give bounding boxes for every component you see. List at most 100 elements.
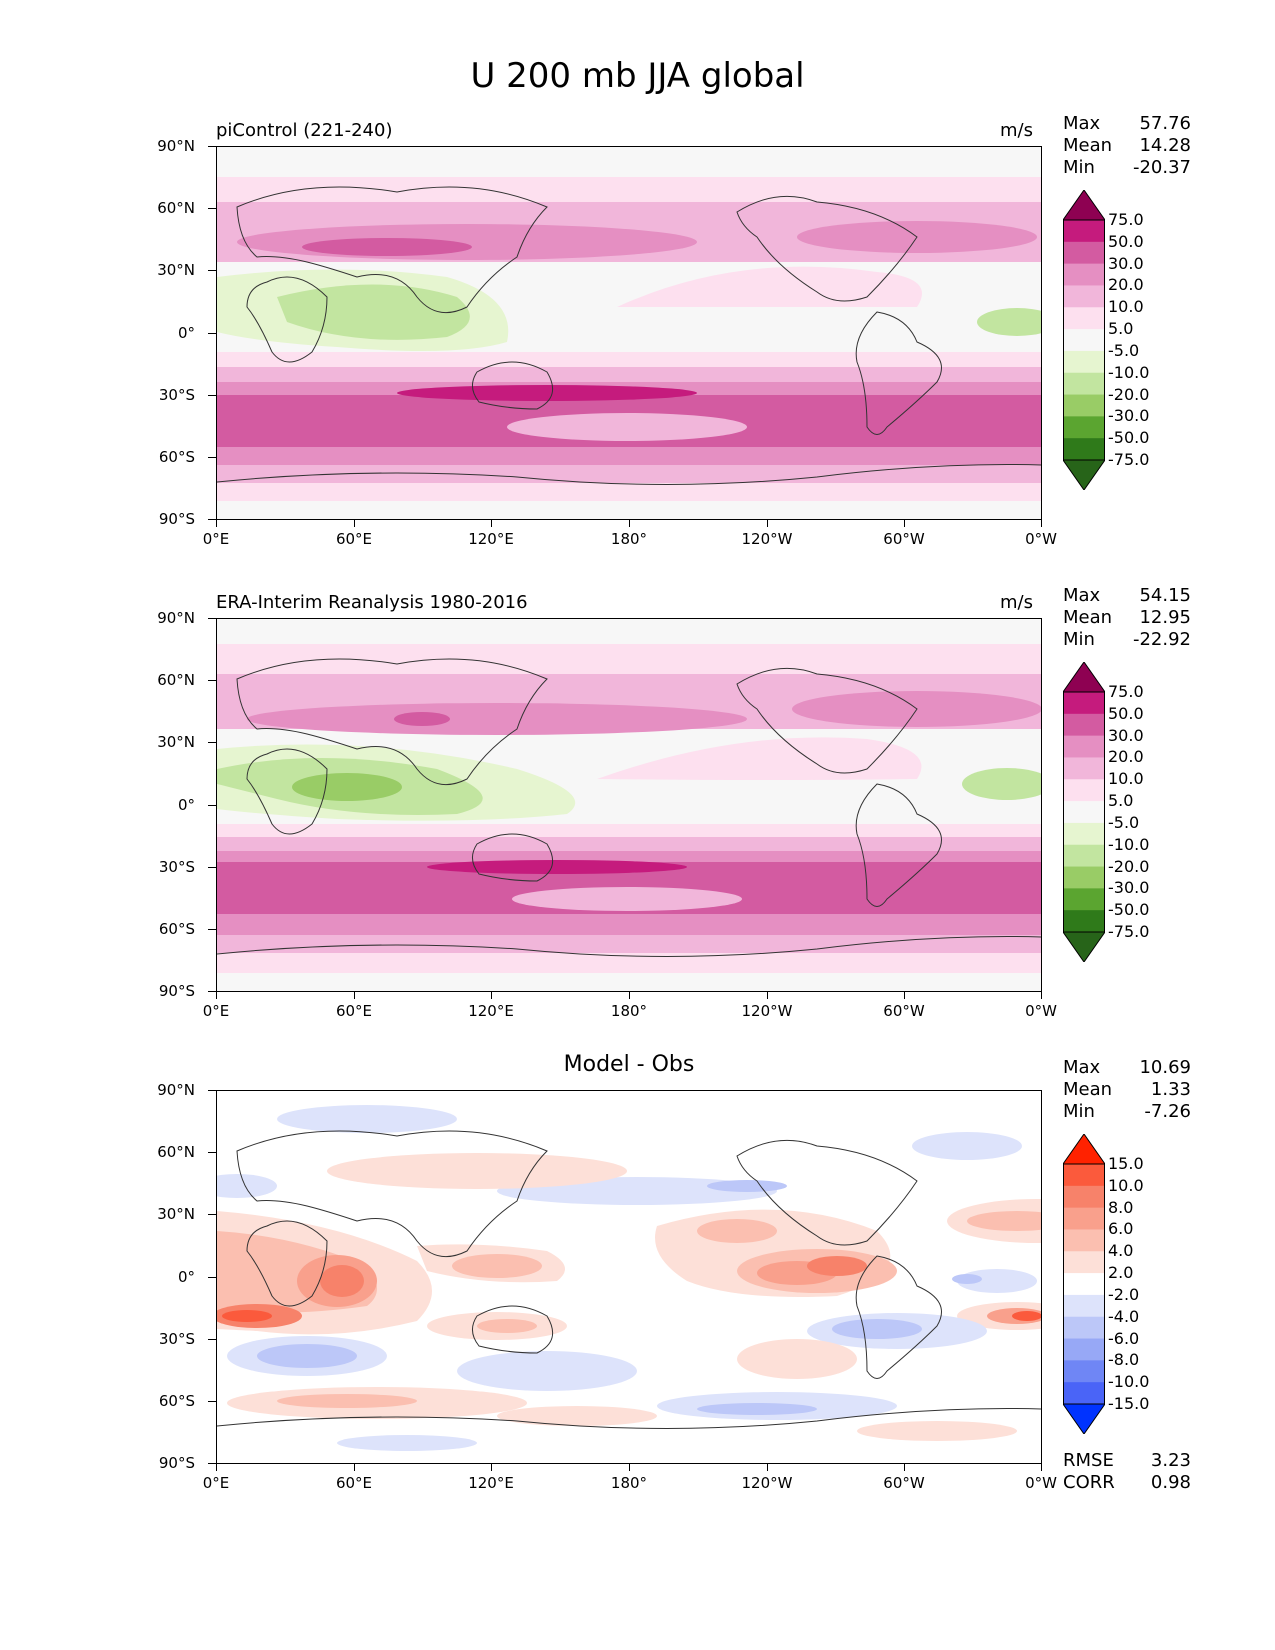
colorbar-bin xyxy=(1063,779,1105,802)
colorbar-label: 20.0 xyxy=(1108,747,1144,767)
min-value: -22.92 xyxy=(1132,629,1191,650)
colorbar-label: 30.0 xyxy=(1108,253,1144,273)
y-tick-label: 0° xyxy=(177,796,195,814)
colorbar-bin xyxy=(1063,350,1105,374)
min-value: -7.26 xyxy=(1144,1101,1191,1122)
y-tick-label: 0° xyxy=(177,1268,195,1286)
colorbar-bin xyxy=(1063,1294,1105,1318)
colorbar-bin xyxy=(1063,1360,1105,1383)
x-tick-label: 60°W xyxy=(883,530,925,548)
x-tick-label: 180° xyxy=(610,1002,648,1020)
colorbar-label: -15.0 xyxy=(1108,1394,1150,1413)
colorbar-bin xyxy=(1063,757,1105,780)
mean-label: Mean xyxy=(1063,135,1113,156)
colorbar-extend-max xyxy=(1063,190,1105,221)
map-area xyxy=(216,1090,1042,1464)
colorbar xyxy=(1063,1134,1105,1434)
colorbar-label: 6.0 xyxy=(1108,1219,1134,1239)
colorbar-label: 5.0 xyxy=(1108,319,1134,339)
colorbar-label: 5.0 xyxy=(1108,791,1134,811)
colorbar-bin xyxy=(1063,241,1105,265)
colorbar-bin xyxy=(1063,866,1105,889)
units-label: m/s xyxy=(1000,592,1033,613)
colorbar-bin xyxy=(1063,438,1105,461)
colorbar-bin xyxy=(1063,220,1105,243)
colorbar-label: -10.0 xyxy=(1108,362,1150,382)
x-tick-label: 60°E xyxy=(335,1474,373,1492)
panel-title: piControl (221-240) xyxy=(216,120,393,141)
y-tick-label: 30°N xyxy=(157,1205,195,1223)
max-value: 57.76 xyxy=(1139,113,1191,134)
y-tick-label: 60°S xyxy=(158,1392,195,1410)
colorbar-bin xyxy=(1063,1207,1105,1230)
colorbar-extend-min xyxy=(1063,1403,1105,1434)
x-tick-label: 60°W xyxy=(883,1474,925,1492)
colorbar-label: -20.0 xyxy=(1108,384,1150,404)
colorbar-bin xyxy=(1063,713,1105,737)
colorbar xyxy=(1063,190,1105,490)
colorbar-bin xyxy=(1063,822,1105,846)
x-tick-label: 60°W xyxy=(883,1002,925,1020)
colorbar-label: -6.0 xyxy=(1108,1328,1140,1348)
y-tick-label: 0° xyxy=(177,324,195,342)
max-value: 10.69 xyxy=(1139,1057,1191,1078)
map-area xyxy=(216,146,1042,520)
x-tick-label: 60°E xyxy=(335,1002,373,1020)
max-value: 54.15 xyxy=(1139,585,1191,606)
colorbar-label: 10.0 xyxy=(1108,297,1144,317)
colorbar-label: -75.0 xyxy=(1108,450,1150,469)
y-tick-label: 90°S xyxy=(158,1454,195,1472)
corr-label: CORR xyxy=(1063,1472,1115,1493)
stats-box: Max 10.69 Mean 1.33 Min -7.26 xyxy=(1063,1057,1191,1123)
colorbar-bin xyxy=(1063,329,1105,352)
y-tick-label: 30°N xyxy=(157,261,195,279)
min-label: Min xyxy=(1063,1101,1095,1122)
y-tick-label: 60°S xyxy=(158,448,195,466)
mean-value: 12.95 xyxy=(1139,607,1191,628)
colorbar-bin xyxy=(1063,692,1105,715)
colorbar-label: 10.0 xyxy=(1108,1175,1144,1195)
colorbar-label: 15.0 xyxy=(1108,1154,1144,1173)
colorbar-bin xyxy=(1063,844,1105,868)
colorbar-label: -10.0 xyxy=(1108,1372,1150,1392)
colorbar-label: 8.0 xyxy=(1108,1197,1134,1217)
colorbar-bin xyxy=(1063,1164,1105,1187)
error-stats: RMSE 3.23 CORR 0.98 xyxy=(1063,1450,1191,1494)
x-tick-label: 0°W xyxy=(1025,1474,1057,1492)
colorbar-bin xyxy=(1063,1338,1105,1361)
colorbar-bin xyxy=(1063,1229,1105,1252)
colorbar-label: 20.0 xyxy=(1108,275,1144,295)
y-tick-label: 30°S xyxy=(158,858,195,876)
colorbar-extend-min xyxy=(1063,459,1105,490)
y-tick-label: 90°S xyxy=(158,982,195,1000)
figure-title: U 200 mb JJA global xyxy=(470,56,805,96)
colorbar xyxy=(1063,662,1105,962)
colorbar-label: -10.0 xyxy=(1108,834,1150,854)
colorbar-frame xyxy=(1063,1163,1105,1405)
colorbar-bin xyxy=(1063,801,1105,824)
min-value: -20.37 xyxy=(1132,157,1191,178)
colorbar-bin xyxy=(1063,372,1105,396)
x-tick-label: 120°E xyxy=(468,530,514,548)
y-tick-label: 90°S xyxy=(158,510,195,528)
panel-title: ERA-Interim Reanalysis 1980-2016 xyxy=(216,592,528,613)
colorbar-frame xyxy=(1063,219,1105,461)
colorbar-label: -8.0 xyxy=(1108,1350,1140,1370)
y-tick-label: 60°N xyxy=(157,199,195,217)
mean-label: Mean xyxy=(1063,1079,1113,1100)
x-tick-label: 180° xyxy=(610,530,648,548)
x-tick-label: 180° xyxy=(610,1474,648,1492)
colorbar-label: 4.0 xyxy=(1108,1241,1134,1261)
max-label: Max xyxy=(1063,585,1101,606)
colorbar-label: 50.0 xyxy=(1108,231,1144,251)
stats-box: Max 54.15 Mean 12.95 Min -22.92 xyxy=(1063,585,1191,651)
map-area xyxy=(216,618,1042,992)
x-tick-label: 120°W xyxy=(741,1002,793,1020)
contour-map xyxy=(217,619,1041,991)
colorbar-bin xyxy=(1063,735,1105,758)
mean-value: 14.28 xyxy=(1139,135,1191,156)
colorbar-frame xyxy=(1063,691,1105,933)
panel-model-minus-obs: Model - Obs Max 10.69 Mean 1.33 Min -7.26 xyxy=(0,1052,1275,1504)
min-label: Min xyxy=(1063,157,1095,178)
contour-map xyxy=(217,1091,1041,1463)
